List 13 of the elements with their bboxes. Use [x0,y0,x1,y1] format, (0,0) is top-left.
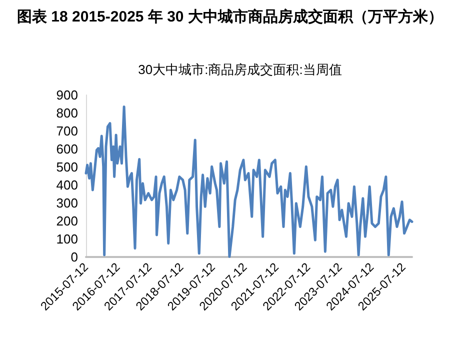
chart-subtitle: 30大中城市:商品房成交面积:当周值 [138,62,342,77]
y-tick-label: 400 [56,178,78,192]
y-tick-label: 900 [56,88,78,102]
chart-title: 图表 18 2015-2025 年 30 大中城市商品房成交面积（万平方米） [17,8,443,26]
y-tick-label: 100 [56,232,78,246]
y-tick-label: 600 [56,142,78,156]
y-tick-label: 200 [56,214,78,228]
y-tick-label: 800 [56,106,78,120]
line-series [84,105,414,258]
y-tick-label: 300 [56,196,78,210]
y-tick-label: 0 [70,250,78,264]
y-tick-label: 500 [56,160,78,174]
y-tick-label: 700 [56,124,78,138]
